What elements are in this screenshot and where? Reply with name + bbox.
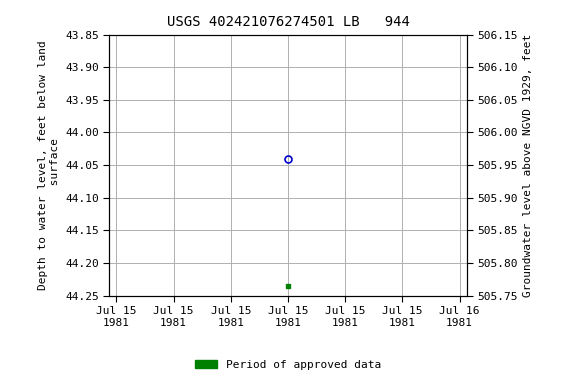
Legend: Period of approved data: Period of approved data (191, 356, 385, 375)
Title: USGS 402421076274501 LB   944: USGS 402421076274501 LB 944 (166, 15, 410, 29)
Y-axis label: Groundwater level above NGVD 1929, feet: Groundwater level above NGVD 1929, feet (523, 33, 533, 297)
Y-axis label: Depth to water level, feet below land
 surface: Depth to water level, feet below land su… (38, 40, 60, 290)
